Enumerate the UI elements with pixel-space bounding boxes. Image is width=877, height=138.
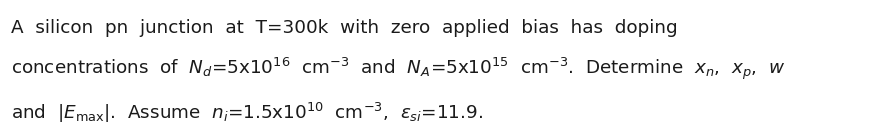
Text: and  $|E_{\mathrm{max}}|$.  Assume  $n_i$=1.5x10$^{10}$  cm$^{-3}$,  $\varepsilo: and $|E_{\mathrm{max}}|$. Assume $n_i$=1…: [11, 101, 481, 125]
Text: A  silicon  pn  junction  at  T=300k  with  zero  applied  bias  has  doping: A silicon pn junction at T=300k with zer…: [11, 19, 676, 37]
Text: concentrations  of  $N_d$=5x10$^{16}$  cm$^{-3}$  and  $N_A$=5x10$^{15}$  cm$^{-: concentrations of $N_d$=5x10$^{16}$ cm$^…: [11, 56, 784, 82]
